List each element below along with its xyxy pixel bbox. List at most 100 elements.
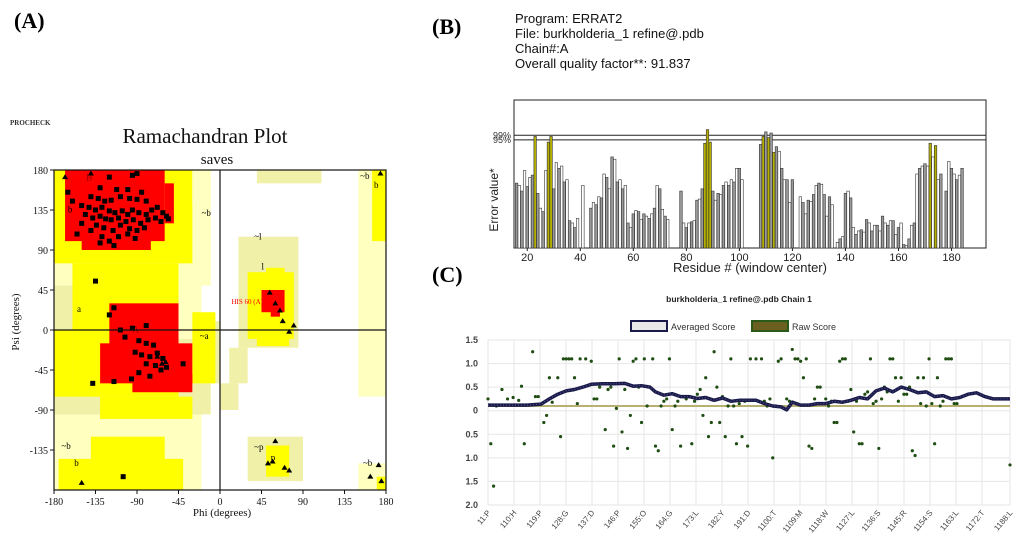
residue-point [95, 195, 101, 201]
region-generous [256, 170, 322, 184]
raw-score-point [949, 357, 953, 361]
errat-bar [849, 197, 853, 249]
region-generous_light [201, 170, 211, 286]
errat-bar [857, 230, 861, 249]
raw-score-point [801, 376, 806, 380]
glycine-point [158, 360, 165, 366]
residue-point [65, 189, 71, 195]
residue-point [141, 225, 147, 231]
errat-bar [952, 173, 956, 249]
residue-point [125, 231, 131, 237]
y-tick-label: -135 [30, 446, 48, 457]
raw-score-point [522, 442, 526, 446]
errat-bar [923, 163, 927, 249]
region-label: ~b [202, 208, 212, 218]
errat-bar [602, 173, 606, 249]
raw-score-point [726, 404, 730, 408]
residue-point [139, 352, 145, 358]
raw-score-point [614, 406, 619, 410]
errat-chain: Chain#:A [515, 41, 569, 56]
errat-bar [692, 220, 696, 249]
residue-point [160, 355, 166, 361]
region-generous_light [192, 170, 202, 206]
averaged-score-line [488, 381, 1010, 412]
errat-bar [615, 181, 619, 249]
errat-bar [891, 220, 895, 249]
raw-score-point [785, 397, 789, 401]
residue-point [127, 226, 133, 232]
residue-point [112, 210, 118, 216]
raw-score-point [667, 357, 672, 361]
errat-bar [655, 185, 659, 249]
raw-score-point [768, 397, 772, 401]
x-tick-label: 1109:M [781, 508, 805, 534]
glycine-point [276, 307, 283, 313]
raw-score-point [826, 404, 831, 408]
verify3d-raw-points [486, 347, 1012, 488]
errat-plot-frame [513, 99, 987, 249]
x-tick-label: 40 [574, 252, 586, 264]
residue-point [86, 204, 92, 210]
errat-bar [522, 170, 527, 249]
errat-bar [835, 242, 839, 249]
errat-xlabel: Residue # (window center) [673, 260, 827, 275]
residue-point [79, 220, 85, 226]
errat-bar [727, 185, 731, 249]
errat-bar [918, 168, 922, 249]
x-tick-label: 180 [942, 252, 960, 264]
errat-axes: 20 40 60 80 100 120 140 160 180 [521, 248, 961, 264]
errat-ylabel: Error value* [487, 168, 501, 232]
raw-score-point [877, 446, 881, 451]
raw-score-point [782, 406, 786, 410]
residue-point [106, 208, 112, 214]
raw-score-point [698, 387, 702, 392]
errat-bar [570, 222, 574, 249]
glycine-point [281, 464, 288, 470]
residue-point [114, 187, 120, 193]
errat-bar [955, 179, 959, 249]
residue-point [97, 213, 103, 219]
region-label: B [86, 173, 92, 183]
raw-score-point [737, 402, 741, 406]
residue-point [147, 354, 153, 360]
raw-score-point [879, 397, 884, 401]
residue-point [110, 227, 116, 233]
raw-score-point [910, 449, 914, 453]
residue-point [97, 240, 103, 246]
y-tick-label: 1.5 [465, 335, 478, 345]
errat-bar [568, 220, 572, 249]
glycine-point [375, 462, 382, 468]
x-tick-label: 182:Y [706, 508, 727, 530]
raw-score-point [676, 399, 680, 403]
errat-bar [684, 227, 688, 249]
residue-point [119, 208, 125, 214]
errat-bar [899, 222, 903, 249]
raw-score-point [673, 404, 677, 408]
errat-bar [658, 188, 662, 249]
residue-point [122, 334, 128, 340]
errat-bar [629, 227, 633, 249]
residue-point [129, 325, 135, 331]
errat-bar [817, 182, 821, 249]
x-tick-label: 1145:R [885, 508, 908, 533]
region-label: l [262, 262, 265, 272]
raw-score-point [642, 357, 646, 361]
errat-bar [713, 199, 718, 249]
verify3d-legend: Averaged Score Raw Score [630, 320, 836, 332]
raw-score-point [684, 397, 688, 401]
raw-score-point [824, 397, 828, 401]
raw-score-point [578, 357, 582, 361]
averaged-score-line-inner [488, 382, 1010, 411]
raw-score-point [595, 397, 599, 401]
raw-score-point [489, 442, 493, 446]
raw-score-point [720, 394, 725, 399]
x-tick-label: 160 [889, 252, 907, 264]
errat-bar [732, 181, 736, 249]
residue-point [127, 195, 133, 201]
raw-score-point [734, 442, 739, 446]
errat-bar [621, 188, 625, 249]
errat-bar [949, 168, 954, 249]
x-tick-label: 140 [836, 252, 854, 264]
legend-averaged-swatch [630, 320, 668, 332]
raw-score-point [871, 402, 875, 406]
